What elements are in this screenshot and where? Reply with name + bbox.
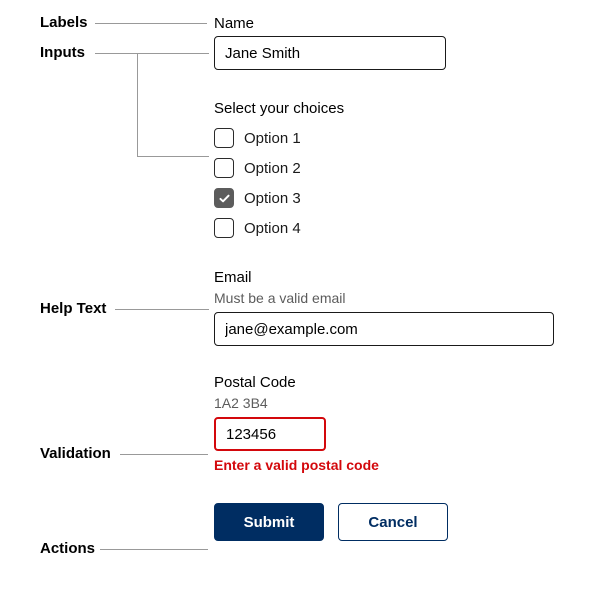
name-field-group: Name [214, 15, 574, 70]
leader-line [95, 53, 137, 54]
actions-row: Submit Cancel [214, 503, 574, 541]
anno-labels: Labels [40, 14, 88, 31]
leader-line [120, 454, 208, 455]
email-field-group: Email Must be a valid email [214, 269, 574, 346]
email-help-text: Must be a valid email [214, 290, 574, 306]
checkbox-label: Option 2 [244, 160, 301, 177]
checkbox-option-1[interactable] [214, 128, 234, 148]
checkbox-option-2[interactable] [214, 158, 234, 178]
checkbox-row: Option 1 [214, 125, 574, 151]
anno-actions: Actions [40, 540, 95, 557]
leader-line [100, 549, 208, 550]
checkbox-label: Option 4 [244, 220, 301, 237]
postal-label: Postal Code [214, 374, 574, 391]
leader-line [137, 53, 138, 157]
postal-field-group: Postal Code 1A2 3B4 Enter a valid postal… [214, 374, 574, 473]
postal-error-text: Enter a valid postal code [214, 457, 574, 473]
submit-button[interactable]: Submit [214, 503, 324, 541]
checkbox-label: Option 3 [244, 190, 301, 207]
checkbox-option-4[interactable] [214, 218, 234, 238]
checkbox-row: Option 3 [214, 185, 574, 211]
postal-help-text: 1A2 3B4 [214, 395, 574, 411]
name-input[interactable] [214, 36, 446, 70]
email-input[interactable] [214, 312, 554, 346]
leader-line [137, 53, 209, 54]
checkbox-label: Option 1 [244, 130, 301, 147]
leader-line [95, 23, 207, 24]
name-label: Name [214, 15, 574, 32]
cancel-button[interactable]: Cancel [338, 503, 448, 541]
leader-line [115, 309, 209, 310]
choices-group: Select your choices Option 1 Option 2 Opti… [214, 100, 574, 241]
checkbox-row: Option 4 [214, 215, 574, 241]
choices-legend: Select your choices [214, 100, 574, 117]
anno-help-text: Help Text [40, 300, 106, 317]
anno-validation: Validation [40, 445, 111, 462]
leader-line [137, 156, 209, 157]
checkbox-row: Option 2 [214, 155, 574, 181]
checkbox-option-3[interactable] [214, 188, 234, 208]
anno-inputs: Inputs [40, 44, 85, 61]
postal-input[interactable] [214, 417, 326, 451]
email-label: Email [214, 269, 574, 286]
